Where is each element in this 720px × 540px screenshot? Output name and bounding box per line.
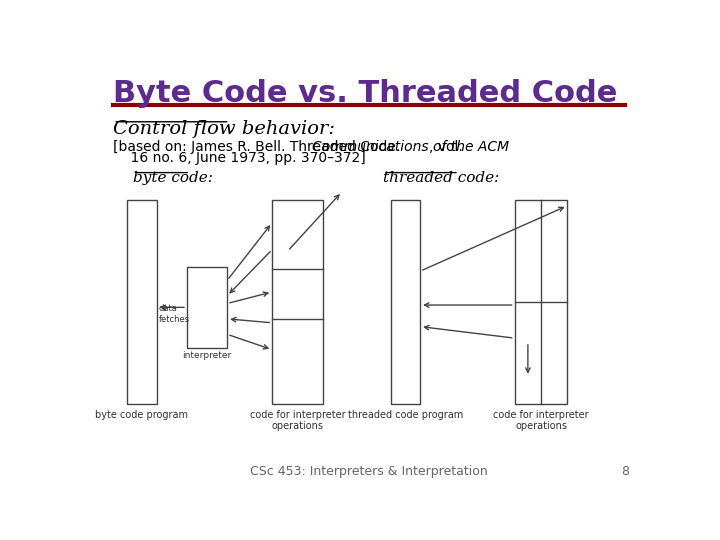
Bar: [391, 200, 420, 403]
Text: 16 no. 6, June 1973, pp. 370–372]: 16 no. 6, June 1973, pp. 370–372]: [113, 151, 366, 165]
Text: Communications of the ACM: Communications of the ACM: [312, 140, 509, 154]
Text: byte code:: byte code:: [132, 171, 212, 185]
Text: CSc 453: Interpreters & Interpretation: CSc 453: Interpreters & Interpretation: [250, 465, 488, 478]
Text: threaded code program: threaded code program: [348, 410, 463, 420]
Text: data
fetches: data fetches: [159, 304, 190, 323]
Text: Control flow behavior:: Control flow behavior:: [113, 120, 336, 138]
Text: [based on: James R. Bell. Threaded Code.: [based on: James R. Bell. Threaded Code.: [113, 140, 405, 154]
Text: 8: 8: [621, 465, 629, 478]
Text: byte code program: byte code program: [96, 410, 189, 420]
Text: interpreter: interpreter: [182, 351, 232, 360]
Text: code for interpreter
operations: code for interpreter operations: [493, 410, 589, 431]
Bar: [127, 200, 157, 403]
Text: Byte Code vs. Threaded Code: Byte Code vs. Threaded Code: [113, 79, 618, 107]
Bar: [187, 267, 228, 348]
Text: threaded code:: threaded code:: [383, 171, 499, 185]
Text: , vol.: , vol.: [429, 140, 463, 154]
Text: code for interpreter
operations: code for interpreter operations: [250, 410, 345, 431]
Bar: [272, 200, 323, 403]
Bar: [515, 200, 567, 403]
